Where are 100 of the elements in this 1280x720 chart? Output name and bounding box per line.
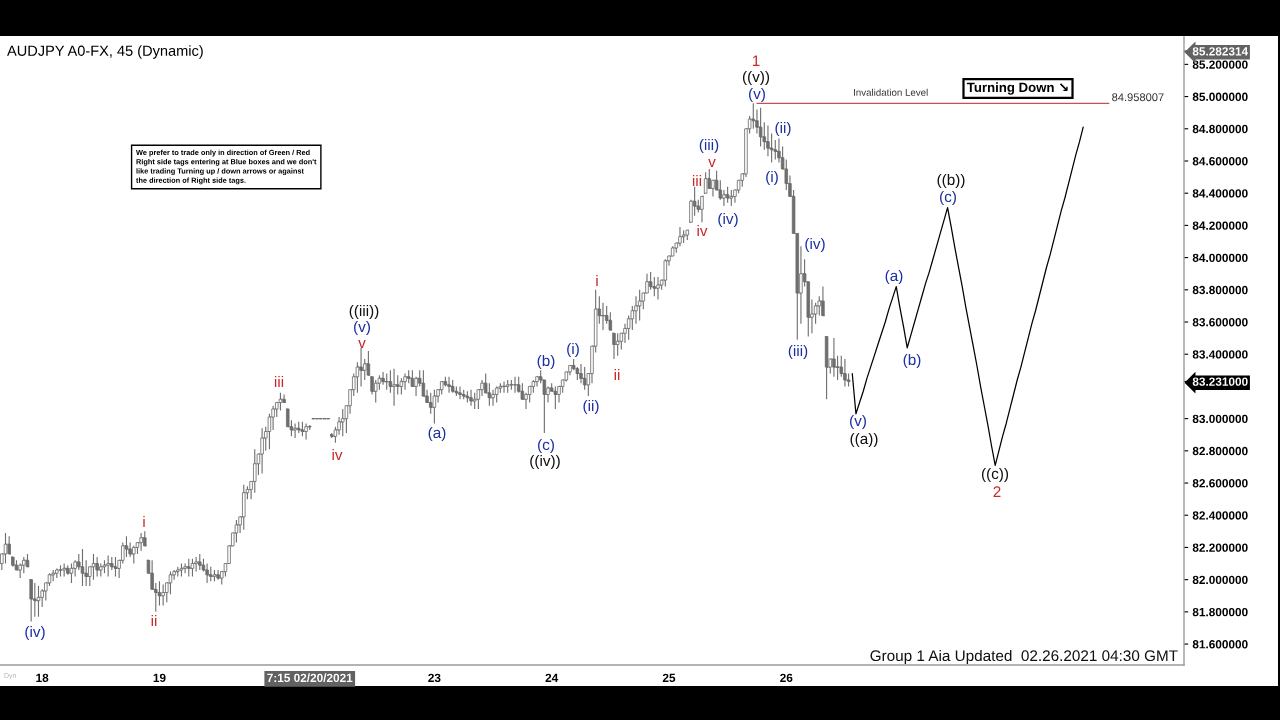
- annotation: (v): [354, 320, 370, 336]
- y-tick-label: 84.600000: [1192, 157, 1248, 166]
- annotation: (iv): [25, 625, 45, 641]
- candlestick: [205, 562, 209, 584]
- y-tick-label: 83.800000: [1192, 285, 1248, 295]
- x-tick-label: 18: [36, 673, 49, 682]
- candlestick: [341, 408, 345, 437]
- annotation: (iv): [805, 237, 825, 253]
- candlestick: [212, 569, 217, 582]
- candlestick: [359, 347, 363, 387]
- candlestick: [461, 389, 466, 400]
- y-tick-label: 85.282314: [1192, 47, 1249, 56]
- candlestick: [61, 562, 67, 577]
- candlestick: [403, 372, 407, 391]
- y-tick-label: 82.200000: [1192, 543, 1248, 552]
- annotation: ii: [614, 368, 620, 380]
- candlestick: [472, 392, 477, 410]
- candlestick: [234, 519, 239, 544]
- candlestick: [300, 421, 305, 437]
- candlestick: [531, 379, 536, 394]
- candlestick: [55, 567, 59, 579]
- candlestick: [161, 583, 165, 606]
- annotation: ((iii)): [349, 304, 379, 320]
- candlestick: [91, 553, 96, 581]
- candlestick: [843, 358, 847, 387]
- candlestick: [469, 389, 473, 407]
- candlestick: [113, 556, 118, 577]
- annotation: (a): [885, 269, 903, 285]
- line-series: [851, 126, 1084, 466]
- candlestick: [50, 569, 56, 582]
- annotation: (a): [428, 426, 446, 442]
- candlestick: [663, 258, 668, 288]
- candlestick: [446, 376, 452, 394]
- annotation: v: [358, 339, 366, 348]
- y-tick-label: 84.000000: [1192, 253, 1248, 262]
- candlestick: [637, 289, 642, 321]
- candlestick: [711, 179, 715, 197]
- candlestick: [198, 553, 202, 571]
- annotation: (c): [538, 438, 554, 454]
- y-tick-label: 84.200000: [1192, 221, 1248, 230]
- candlestick: [216, 569, 220, 581]
- candlestick: [652, 276, 657, 297]
- y-tick-label: 84.400000: [1192, 189, 1248, 198]
- candlestick: [282, 393, 286, 404]
- candlestick: [132, 545, 136, 565]
- candlestick: [366, 350, 371, 376]
- candlestick: [656, 276, 660, 301]
- candlestick: [139, 532, 143, 552]
- y-tick-label: 83.400000: [1192, 350, 1248, 359]
- text: AUDJPY A0-FX, 45 (Dynamic): [7, 45, 203, 59]
- x-tick-label: 23: [428, 673, 441, 683]
- candlestick: [175, 566, 180, 577]
- annotation: iv: [697, 224, 708, 236]
- candlestick: [505, 379, 510, 394]
- annotation: (iii): [788, 344, 808, 360]
- candlestick: [480, 379, 484, 397]
- y-tick-label: 83.600000: [1192, 318, 1248, 327]
- x-tick-label: 25: [662, 673, 676, 682]
- candlestick: [304, 422, 308, 441]
- candlestick: [296, 421, 301, 434]
- annotation: (c): [940, 190, 956, 206]
- annotation: (i): [766, 170, 778, 186]
- annotation: (b): [903, 353, 921, 369]
- annotation: (iv): [718, 212, 738, 228]
- candlestick: [7, 535, 11, 555]
- annotation: ((a)): [850, 432, 878, 448]
- annotation: Turning Down ↘: [966, 82, 1068, 95]
- candlestick: [751, 102, 756, 130]
- annotation: (v): [850, 414, 866, 430]
- annotation: ((iv)): [530, 454, 560, 470]
- x-tick-label: 19: [153, 673, 166, 682]
- candlestick: [253, 448, 257, 494]
- candlestick: [36, 585, 41, 618]
- annotation: ((c)): [981, 467, 1009, 483]
- candlestick: [824, 335, 829, 400]
- candlestick: [821, 286, 825, 317]
- candlestick: [835, 355, 840, 381]
- candlestick: [11, 556, 15, 568]
- candlestick: [260, 427, 264, 474]
- series-label: Invalidation Level: [854, 88, 928, 96]
- annotation: iv: [332, 448, 343, 460]
- candlestick: [99, 562, 103, 577]
- candlestick: [168, 571, 173, 595]
- candlestick: [487, 382, 492, 407]
- candlestick: [722, 189, 726, 207]
- y-tick-label: 82.400000: [1192, 511, 1248, 520]
- candlestick: [124, 535, 129, 558]
- candlestick: [410, 369, 415, 387]
- candlestick: [278, 392, 283, 412]
- data-label: 84.958007: [1112, 93, 1164, 102]
- candlestick: [14, 559, 19, 571]
- y-tick-label: 85.000000: [1192, 92, 1248, 101]
- annotation: ii: [151, 614, 157, 626]
- candlestick: [58, 564, 63, 577]
- candlestick: [381, 371, 385, 386]
- annotation: (ii): [775, 121, 791, 137]
- candlestick: [182, 562, 188, 574]
- candlestick: [685, 229, 690, 241]
- candlestick: [329, 432, 334, 439]
- y-tick-label: 83.231000: [1192, 377, 1248, 386]
